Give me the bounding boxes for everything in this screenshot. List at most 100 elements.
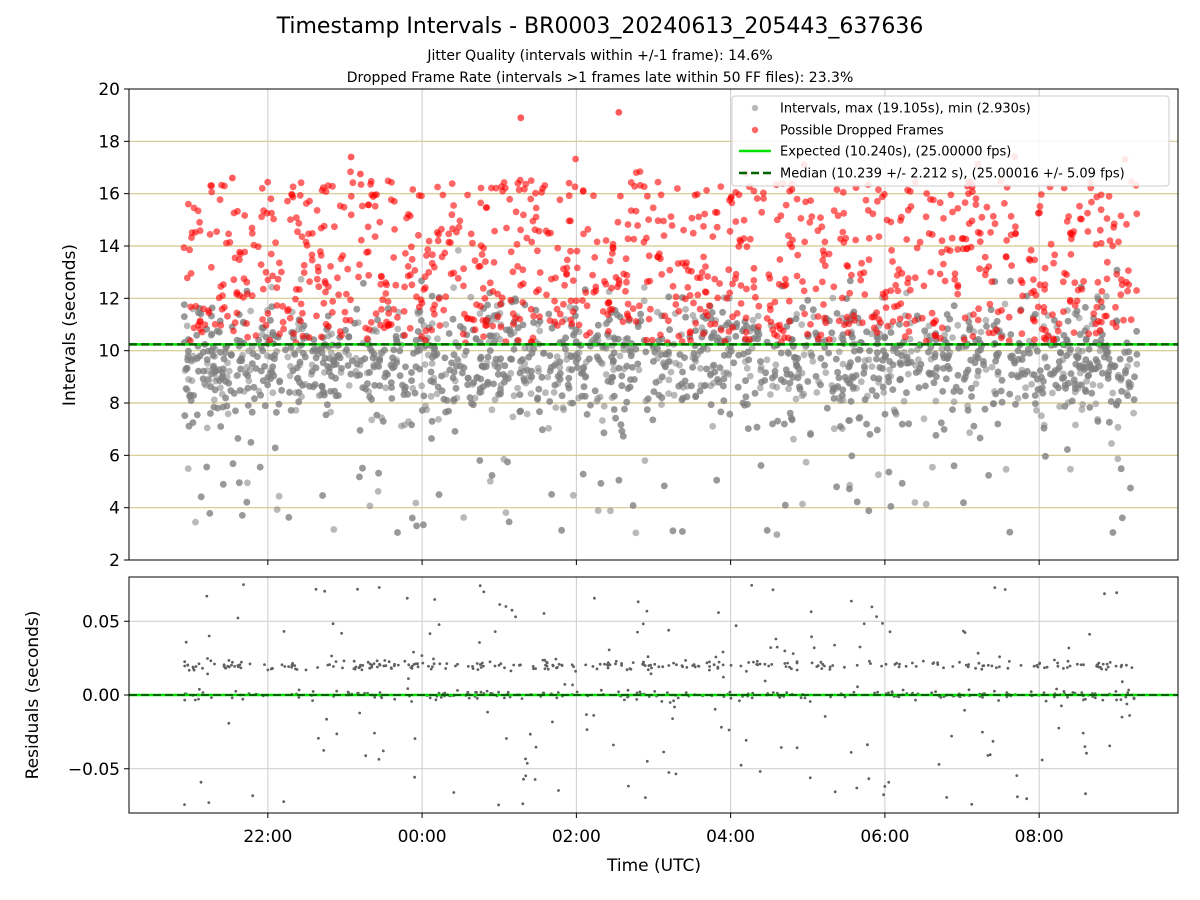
dropped-frame-point: [1059, 278, 1067, 286]
dropped-frame-point: [527, 305, 535, 313]
dropped-frame-point: [404, 263, 412, 270]
interval-point: [247, 307, 255, 315]
interval-point: [1025, 337, 1033, 345]
interval-point: [916, 365, 924, 373]
dropped-frame-point: [1127, 316, 1135, 324]
dropped-frame-point: [336, 202, 344, 210]
residual-point: [389, 666, 393, 670]
interval-point: [558, 526, 565, 534]
interval-point: [502, 509, 510, 516]
dropped-frame-point: [363, 335, 371, 342]
dropped-frame-point: [895, 266, 903, 273]
interval-point: [535, 368, 542, 375]
interval-point: [629, 364, 636, 371]
interval-point: [618, 372, 626, 380]
dropped-frame-point: [750, 277, 758, 284]
interval-point: [800, 351, 808, 359]
interval-point: [375, 469, 382, 477]
dropped-frame-point: [1005, 313, 1013, 321]
interval-point: [507, 369, 515, 377]
interval-point: [689, 364, 696, 371]
dropped-frame-point: [527, 195, 535, 203]
dropped-frame-point: [928, 231, 936, 238]
dropped-frame-point: [573, 264, 581, 272]
dropped-frame-point: [622, 255, 630, 263]
dropped-frame-point: [785, 232, 792, 240]
interval-point: [903, 359, 911, 367]
interval-point: [319, 492, 326, 499]
interval-point: [808, 352, 816, 359]
residual-point: [209, 659, 213, 663]
interval-point: [273, 409, 280, 416]
dropped-frame-point: [264, 310, 272, 317]
interval-point: [932, 432, 940, 439]
interval-point: [296, 358, 304, 366]
interval-point: [905, 420, 913, 428]
dropped-frame-point: [309, 230, 316, 237]
interval-point: [376, 382, 384, 390]
dropped-frame-point: [408, 243, 415, 251]
interval-point: [373, 411, 381, 419]
dropped-frame-point: [379, 296, 387, 304]
dropped-frame-point: [579, 297, 586, 304]
interval-point: [679, 528, 686, 535]
interval-point: [1125, 348, 1133, 356]
residual-point: [1075, 662, 1079, 666]
interval-point: [268, 283, 276, 291]
interval-point: [271, 444, 279, 452]
interval-point: [242, 370, 250, 377]
interval-point: [213, 327, 221, 335]
interval-point: [832, 355, 840, 363]
residual-point: [524, 757, 527, 761]
residual-point: [739, 763, 743, 767]
dropped-frame-point: [357, 181, 365, 188]
residual-point: [227, 721, 231, 725]
residual-point: [820, 667, 824, 670]
interval-point: [245, 377, 253, 385]
dropped-frame-point: [1017, 307, 1024, 315]
dropped-frame-point: [941, 277, 949, 285]
dropped-frame-point: [887, 218, 895, 226]
residual-point: [623, 698, 626, 702]
interval-point: [708, 332, 716, 340]
interval-point: [848, 373, 856, 381]
interval-point: [1034, 347, 1041, 355]
residual-point: [323, 589, 327, 593]
residual-point: [714, 655, 718, 659]
interval-point: [567, 353, 575, 361]
dropped-frame-point: [767, 306, 774, 314]
dropped-frame-point: [473, 301, 480, 308]
interval-point: [812, 329, 820, 337]
dropped-frame-point: [1105, 193, 1113, 200]
interval-point: [1067, 370, 1075, 377]
dropped-frame-point: [983, 203, 991, 211]
interval-point: [510, 392, 518, 400]
dropped-frame-point: [624, 221, 632, 228]
interval-point: [1040, 378, 1047, 385]
interval-point: [777, 349, 785, 357]
interval-point: [658, 401, 665, 408]
interval-point: [562, 334, 569, 342]
residual-point: [377, 757, 381, 761]
interval-point: [222, 349, 229, 357]
interval-point: [931, 353, 939, 361]
residual-point: [988, 753, 992, 757]
dropped-frame-point: [821, 314, 828, 322]
interval-point: [594, 507, 602, 514]
residual-point: [808, 776, 812, 780]
interval-point: [886, 358, 893, 365]
dropped-frame-point: [355, 273, 362, 281]
dropped-frame-point: [506, 195, 514, 203]
interval-point: [275, 400, 283, 408]
interval-point: [930, 379, 938, 387]
dropped-frame-point: [696, 305, 704, 313]
residual-point: [646, 655, 650, 659]
dropped-frame-point: [793, 195, 801, 203]
interval-point: [1008, 371, 1015, 379]
interval-point: [579, 369, 587, 377]
interval-point: [665, 348, 672, 356]
residual-point: [311, 690, 315, 693]
dropped-frame-point: [391, 226, 398, 233]
interval-point: [1082, 388, 1090, 395]
dropped-frame-point: [974, 228, 982, 236]
